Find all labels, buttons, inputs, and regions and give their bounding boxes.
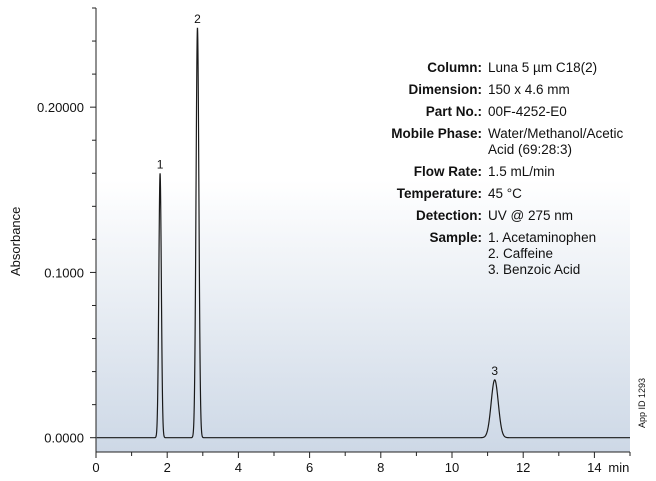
app-id-label: App ID 1293	[637, 377, 647, 428]
y-tick-label: 0.20000	[37, 100, 84, 115]
condition-value: 150 x 4.6 mm	[488, 82, 656, 98]
condition-value-line: Water/Methanol/Acetic	[488, 126, 624, 141]
condition-label: Dimension:	[408, 82, 482, 97]
condition-row: Column: Luna 5 µm C18(2)	[340, 60, 656, 76]
condition-value-line: UV @ 275 nm	[488, 208, 573, 223]
condition-label: Mobile Phase:	[391, 126, 482, 141]
condition-row: Mobile Phase: Water/Methanol/Acetic Acid (…	[340, 126, 656, 158]
condition-value-line: 1.5 mL/min	[488, 164, 555, 179]
condition-row: Flow Rate: 1.5 mL/min	[340, 164, 656, 180]
x-tick-label: 6	[306, 460, 313, 475]
condition-label: Column:	[427, 60, 482, 75]
condition-value: 45 °C	[488, 186, 656, 202]
x-tick-label: 14	[587, 460, 601, 475]
condition-label: Detection:	[415, 208, 482, 223]
condition-row: Temperature: 45 °C	[340, 186, 656, 202]
x-tick-label: 2	[164, 460, 171, 475]
condition-value-line: Acid (69:28:3)	[488, 142, 573, 157]
condition-label: Flow Rate:	[413, 164, 482, 179]
condition-value-line: 1. Acetaminophen	[488, 230, 597, 245]
condition-label: Sample:	[429, 230, 482, 245]
condition-row: Part No.: 00F-4252-E0	[340, 104, 656, 120]
condition-value-line: Luna 5 µm C18(2)	[488, 60, 598, 75]
axes	[95, 8, 630, 453]
condition-label: Part No.:	[425, 104, 482, 119]
condition-value: 00F-4252-E0	[488, 104, 656, 120]
peak-label: 1	[157, 157, 164, 171]
x-tick-label: 4	[235, 460, 242, 475]
x-tick-label: 12	[516, 460, 530, 475]
y-axis-title: Absorbance	[8, 206, 23, 276]
condition-value: Luna 5 µm C18(2)	[488, 60, 656, 76]
x-tick-label: 0	[92, 460, 99, 475]
condition-value-line: 3. Benzoic Acid	[488, 262, 581, 277]
condition-label: Temperature:	[396, 186, 482, 201]
x-unit-label: min	[608, 460, 629, 475]
x-tick-label: 8	[377, 460, 384, 475]
condition-value: UV @ 275 nm	[488, 208, 656, 224]
condition-value: Water/Methanol/Acetic Acid (69:28:3)	[488, 126, 656, 158]
plot-background	[96, 180, 630, 452]
chromatogram-trace	[96, 27, 630, 439]
peak-label: 2	[194, 12, 201, 26]
condition-row: Sample: 1. Acetaminophen 2. Caffeine 3. Ben…	[340, 230, 656, 278]
condition-value-line: 45 °C	[488, 186, 522, 201]
x-tick-label: 10	[445, 460, 459, 475]
condition-value-line: 00F-4252-E0	[488, 104, 567, 119]
condition-value-line: 2. Caffeine	[488, 246, 554, 261]
conditions-panel: Column: Luna 5 µm C18(2) Dimension: 150 x 4…	[340, 60, 656, 284]
y-tick-label: 0.1000	[44, 265, 84, 280]
condition-value: 1. Acetaminophen 2. Caffeine 3. Benzoic Ac…	[488, 230, 656, 278]
peak-labels: 1 2 3	[157, 12, 499, 378]
condition-row: Detection: UV @ 275 nm	[340, 208, 656, 224]
condition-value-line: 150 x 4.6 mm	[488, 82, 570, 97]
condition-row: Dimension: 150 x 4.6 mm	[340, 82, 656, 98]
condition-value: 1.5 mL/min	[488, 164, 656, 180]
y-tick-label: 0.0000	[44, 431, 84, 446]
peak-label: 3	[491, 364, 498, 378]
